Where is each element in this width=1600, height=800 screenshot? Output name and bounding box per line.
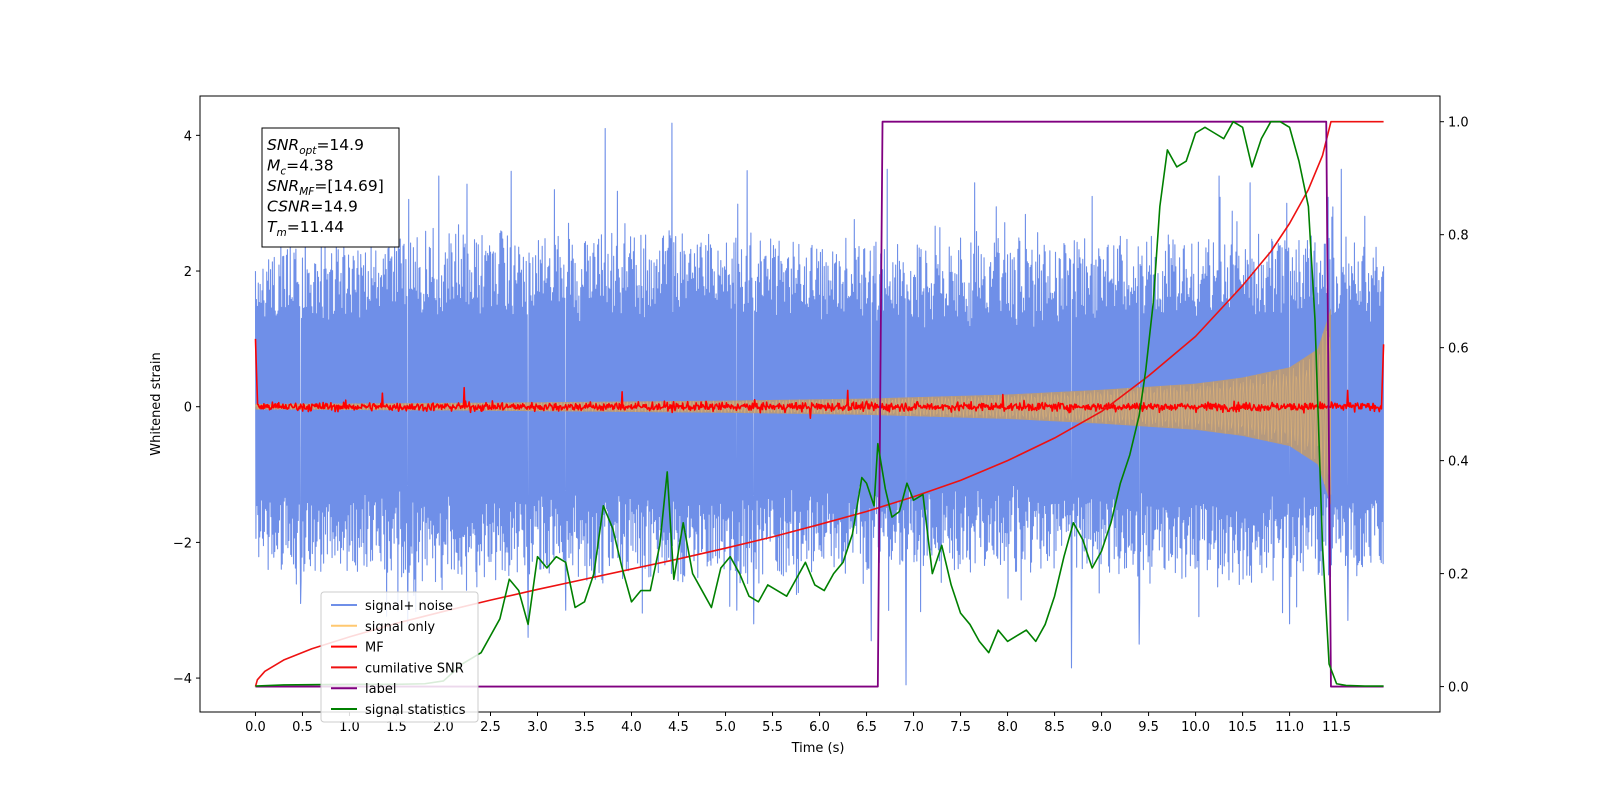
x-tick-label: 8.5 bbox=[1044, 720, 1065, 735]
label-line bbox=[255, 120, 1384, 688]
x-tick-label: 4.5 bbox=[668, 720, 689, 735]
annotation-line: SNRMF=[14.69] bbox=[267, 177, 384, 198]
legend-label: MF bbox=[365, 641, 384, 656]
x-tick-label: 4.0 bbox=[621, 720, 642, 735]
y2-tick-label: 1.0 bbox=[1448, 116, 1469, 131]
y2-tick-label: 0.8 bbox=[1448, 229, 1469, 244]
x-tick-label: 2.0 bbox=[433, 720, 454, 735]
y-tick-label: 4 bbox=[184, 129, 192, 144]
signal-statistics-line bbox=[255, 120, 1384, 687]
y-tick-label: 2 bbox=[184, 265, 192, 280]
x-tick-label: 3.5 bbox=[574, 720, 595, 735]
x-tick-label: 6.0 bbox=[809, 720, 830, 735]
x-tick-label: 5.0 bbox=[715, 720, 736, 735]
x-tick-label: 11.0 bbox=[1275, 720, 1304, 735]
x-tick-label: 3.0 bbox=[527, 720, 548, 735]
axes: 0.0 0.5 1.0 1.5 2.0 2.5 3.0 3.5 4.0 4.5 5.0 5.5 6.0 6… bbox=[173, 116, 1469, 735]
x-tick-label: 10.0 bbox=[1181, 720, 1210, 735]
x-tick-label: 7.5 bbox=[950, 720, 971, 735]
y-tick-label: −4 bbox=[173, 672, 192, 687]
y2-tick-label: 0.4 bbox=[1448, 455, 1469, 470]
x-tick-label: 1.0 bbox=[339, 720, 360, 735]
signal-only-line bbox=[255, 330, 1332, 495]
x-tick-label: 6.5 bbox=[856, 720, 877, 735]
x-tick-label: 9.5 bbox=[1138, 720, 1159, 735]
x-tick-label: 1.5 bbox=[386, 720, 407, 735]
x-tick-label: 7.0 bbox=[903, 720, 924, 735]
stats-annotation-box: SNRopt=14.9Mc=4.38SNRMF=[14.69]CSNR=14.9… bbox=[261, 127, 400, 248]
legend-label: label bbox=[365, 682, 396, 697]
y-axis-label: Whitened strain bbox=[149, 352, 164, 455]
annotation-frame bbox=[261, 127, 400, 248]
signal-noise-line bbox=[254, 122, 1385, 686]
legend-label: signal statistics bbox=[365, 703, 466, 718]
legend: signal+ noise signal only MF cumilative SNR… bbox=[320, 591, 479, 723]
x-tick-label: 8.0 bbox=[997, 720, 1018, 735]
annotation-line: Mc=4.38 bbox=[267, 157, 334, 178]
x-tick-label: 9.0 bbox=[1091, 720, 1112, 735]
x-tick-label: 0.5 bbox=[292, 720, 313, 735]
x-tick-label: 2.5 bbox=[480, 720, 501, 735]
annotation-line: CSNR=14.9 bbox=[267, 198, 358, 216]
x-tick-label: 0.0 bbox=[245, 720, 266, 735]
y2-tick-label: 0.6 bbox=[1448, 342, 1469, 357]
x-axis-label: Time (s) bbox=[791, 741, 845, 756]
x-tick-label: 5.5 bbox=[762, 720, 783, 735]
annotation-line: SNRopt=14.9 bbox=[267, 136, 364, 157]
y2-tick-label: 0.2 bbox=[1448, 568, 1469, 583]
legend-label: signal only bbox=[365, 620, 435, 635]
y2-tick-label: 0.0 bbox=[1448, 681, 1469, 696]
legend-label: signal+ noise bbox=[365, 599, 453, 614]
legend-label: cumilative SNR bbox=[365, 661, 464, 676]
y-tick-label: 0 bbox=[184, 401, 192, 416]
annotation-line: Tm=11.44 bbox=[267, 218, 344, 239]
x-tick-label: 11.5 bbox=[1322, 720, 1351, 735]
y-tick-label: −2 bbox=[173, 536, 192, 551]
mf-line bbox=[254, 338, 1385, 420]
legend-frame bbox=[320, 591, 479, 723]
x-tick-label: 10.5 bbox=[1228, 720, 1257, 735]
